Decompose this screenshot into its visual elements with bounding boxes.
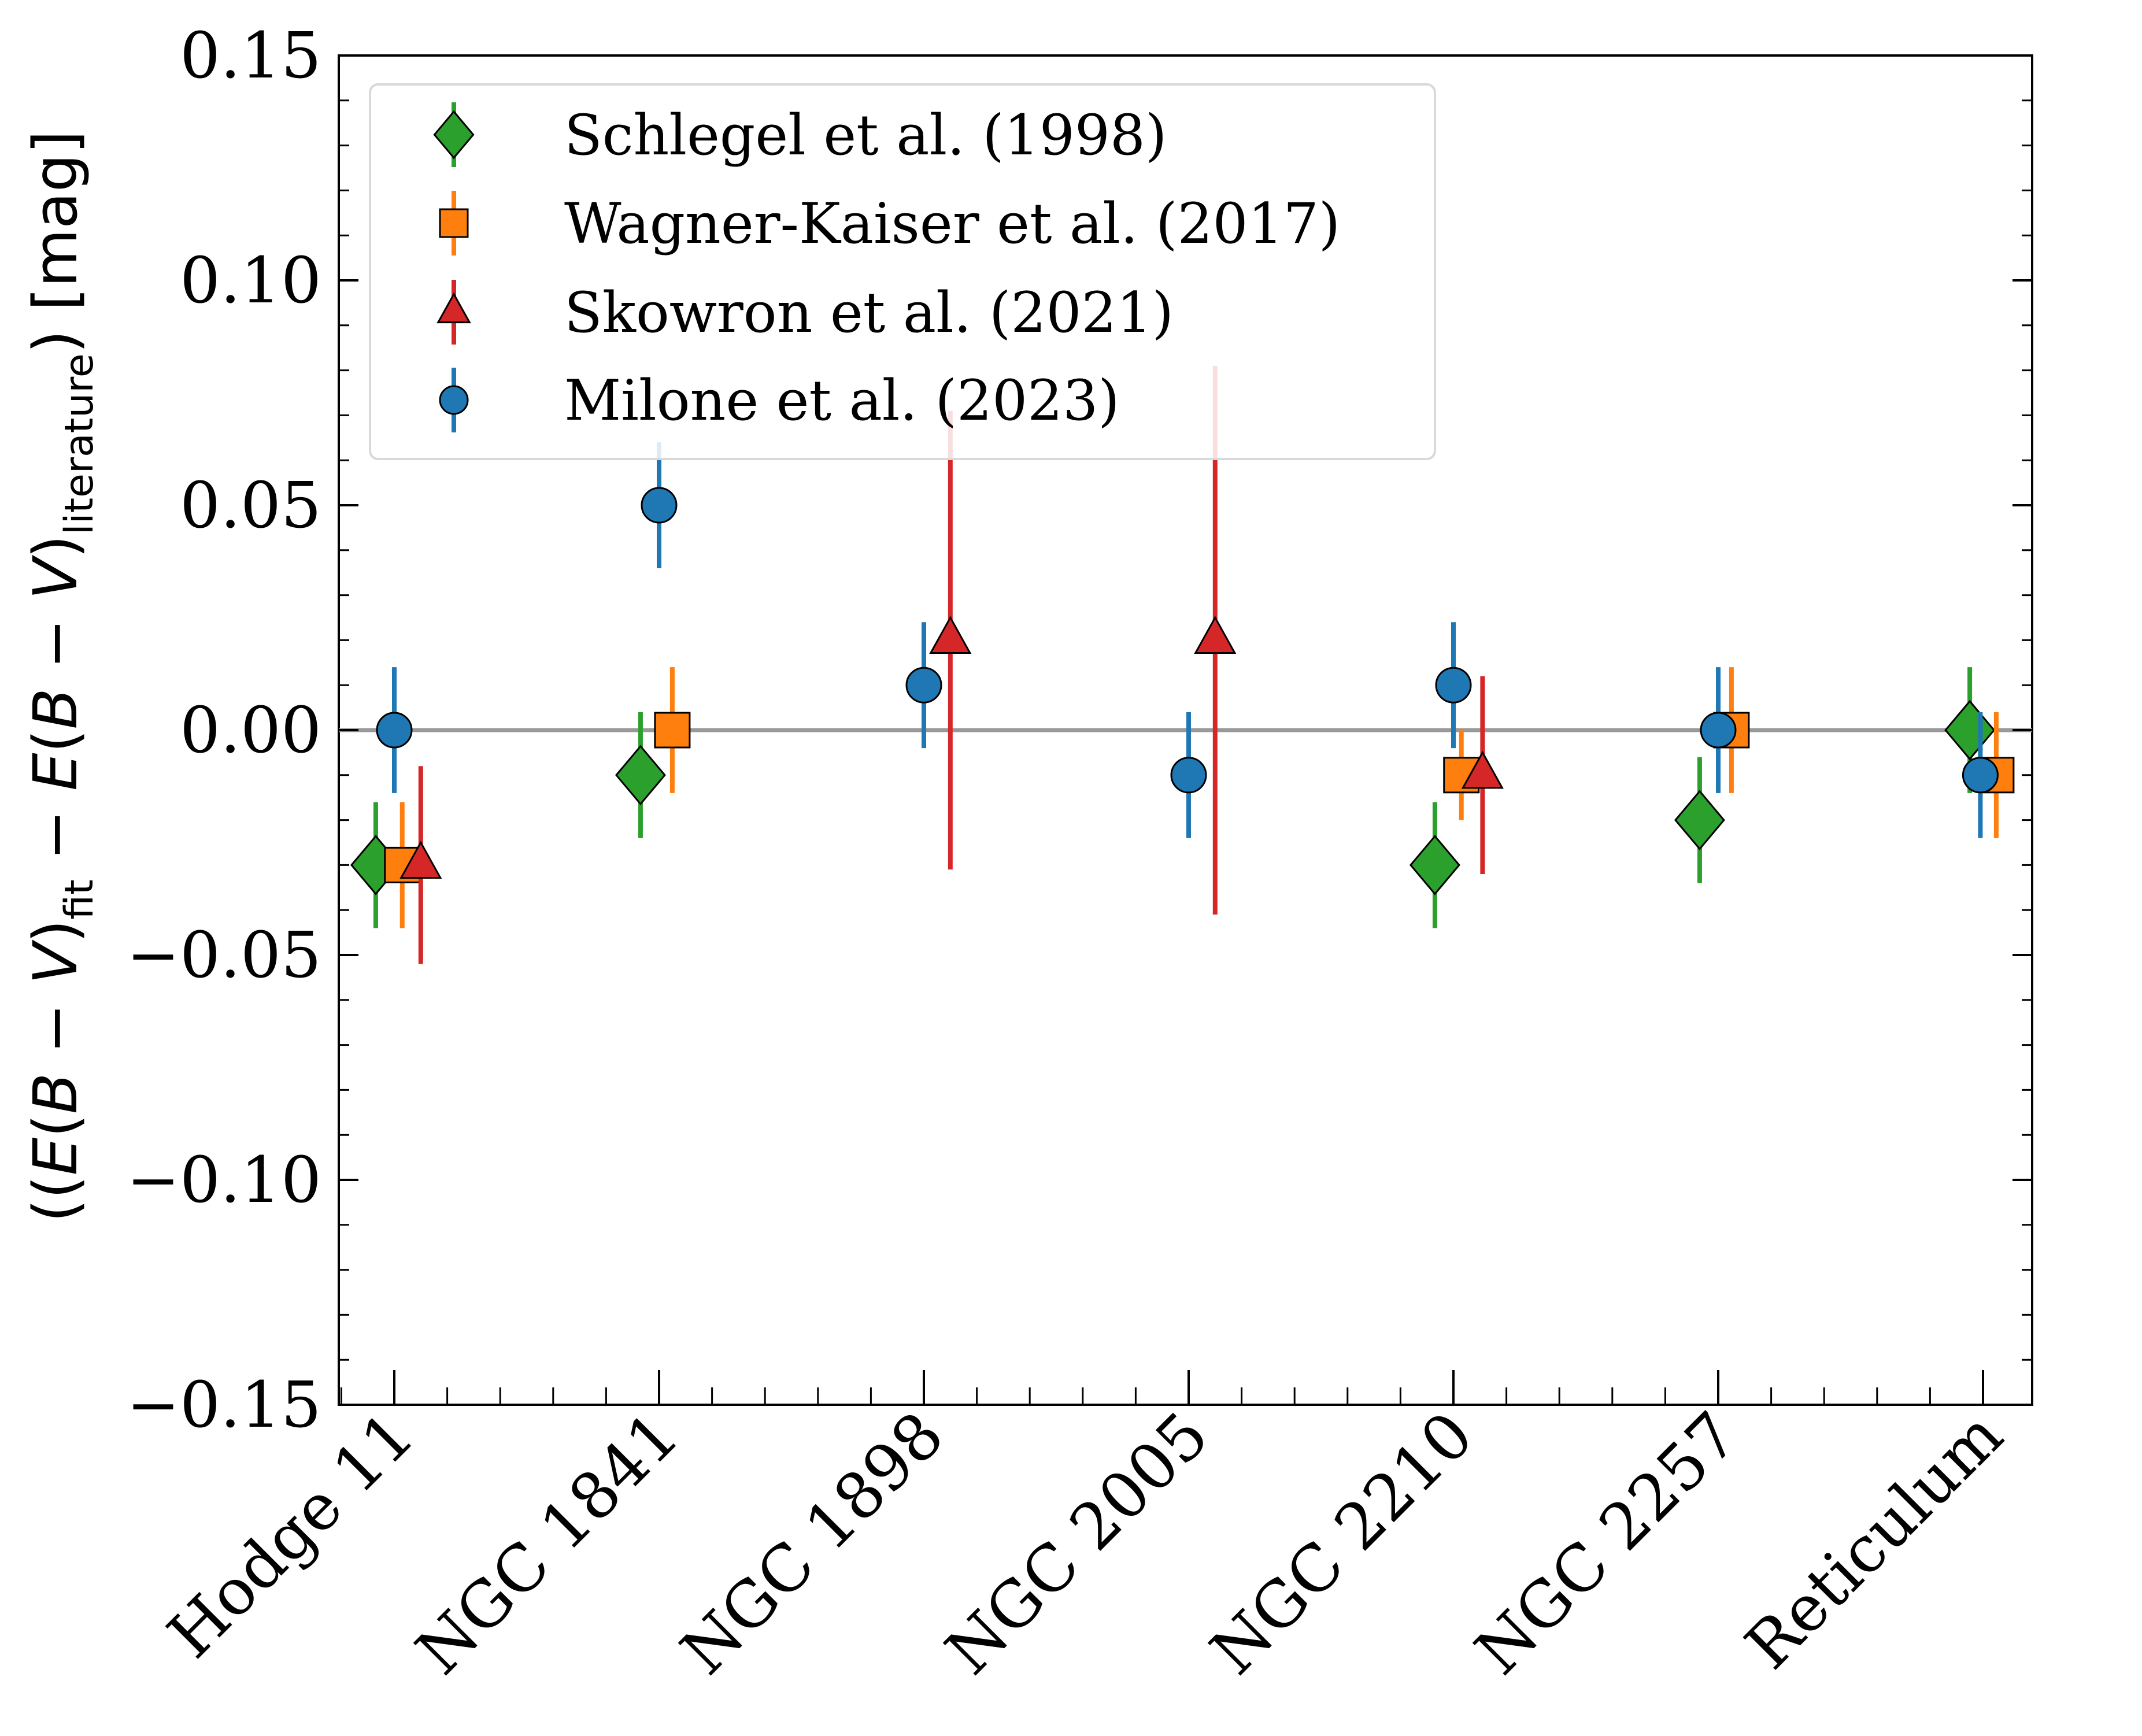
legend-marker (439, 208, 469, 238)
legend-marker (436, 292, 471, 324)
y-axis-title: ((E(B − V)fit − E(B − V)literature) [mag… (20, 130, 102, 1222)
x-tick-label: NGC 2210 (1196, 1398, 1487, 1689)
data-point (1409, 835, 1460, 895)
data-point (1944, 699, 1996, 761)
x-tick-label: Reticulum (1732, 1398, 2017, 1683)
legend-label: Schlegel et al. (1998) (564, 103, 1167, 168)
series-0 (350, 667, 1996, 928)
series-2 (399, 365, 1504, 964)
y-axis: 0.15 0.10 0.05 0.00 −0.05 −0.10 −0.15 (127, 18, 2032, 1442)
legend-marker (439, 385, 469, 415)
x-tick-label: NGC 1841 (402, 1398, 693, 1689)
data-point (905, 667, 942, 704)
y-tick-label: 0.00 (180, 693, 321, 767)
legend-label: Milone et al. (2023) (564, 368, 1120, 433)
y-tick-label: 0.05 (180, 468, 321, 542)
data-point (641, 487, 678, 524)
data-point (1170, 757, 1207, 794)
legend-box (369, 83, 1436, 460)
series-1 (384, 667, 2015, 928)
y-tick-label: 0.15 (180, 18, 321, 92)
legend: Schlegel et al. (1998) Wagner-Kaiser et a… (369, 83, 1436, 460)
x-tick-label: NGC 2257 (1461, 1398, 1752, 1689)
y-tick-label: 0.10 (180, 243, 321, 317)
data-point (1461, 750, 1504, 789)
series-3 (376, 442, 1999, 838)
data-point (1962, 757, 1999, 794)
x-tick-label: NGC 1898 (667, 1398, 957, 1689)
y-tick-label: −0.05 (127, 918, 321, 992)
data-point (1435, 667, 1472, 704)
series-layer (350, 365, 2015, 964)
data-point (1674, 790, 1725, 850)
x-tick-label: NGC 2005 (931, 1398, 1222, 1689)
legend-label: Skowron et al. (2021) (564, 280, 1174, 345)
data-point (399, 841, 442, 879)
data-point (615, 745, 666, 806)
y-tick-label: −0.15 (127, 1368, 321, 1442)
data-point (1194, 616, 1237, 654)
data-point (1700, 712, 1737, 749)
data-point (376, 712, 413, 749)
data-point (929, 616, 972, 654)
legend-marker (433, 110, 475, 160)
data-point (654, 712, 691, 749)
y-tick-label: −0.10 (127, 1143, 321, 1217)
legend-label: Wagner-Kaiser et al. (2017) (564, 191, 1340, 256)
